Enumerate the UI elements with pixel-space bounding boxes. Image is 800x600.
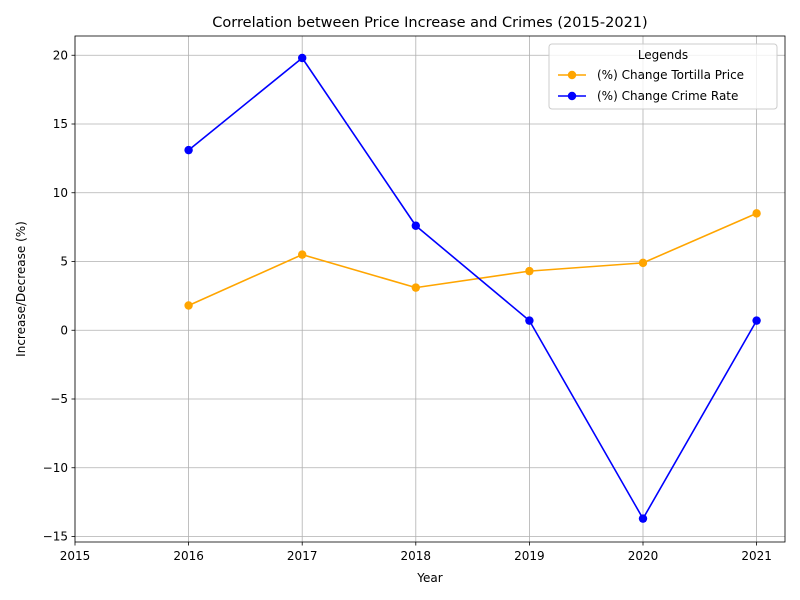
x-tick-label: 2020 — [628, 549, 659, 563]
series-line — [188, 57, 758, 520]
legend-entries: (%) Change Tortilla Price (%) Change Crim… — [558, 68, 744, 103]
series-1 — [184, 53, 761, 523]
x-tick-label: 2019 — [514, 549, 545, 563]
x-tick-label: 2016 — [173, 549, 204, 563]
legend-entry: (%) Change Crime Rate — [558, 89, 738, 103]
y-tick-label: 10 — [53, 186, 68, 200]
y-tick-label: −10 — [43, 461, 68, 475]
data-point — [752, 316, 761, 325]
legend-entry: (%) Change Tortilla Price — [558, 68, 744, 82]
data-point — [638, 258, 648, 268]
legend-title: Legends — [638, 48, 688, 62]
x-tick-label: 2018 — [401, 549, 432, 563]
y-tick-label: 15 — [53, 117, 68, 131]
legend-label: (%) Change Tortilla Price — [597, 68, 744, 82]
y-axis-title: Increase/Decrease (%) — [14, 221, 28, 357]
data-point — [411, 221, 420, 230]
data-point — [411, 283, 420, 292]
x-tick-label: 2015 — [60, 549, 91, 563]
series-0 — [184, 209, 761, 310]
x-axis-title: Year — [416, 571, 442, 585]
x-tick-label: 2021 — [741, 549, 772, 563]
legend: Legends (%) Change Tortilla Price(%) Cha… — [548, 43, 778, 110]
legend-marker — [567, 70, 577, 80]
x-tick-label: 2017 — [287, 549, 318, 563]
data-point — [752, 209, 761, 218]
plot-frame — [74, 35, 786, 543]
y-tick-label: 20 — [53, 48, 68, 62]
data-point — [184, 145, 193, 155]
series-layer — [184, 53, 761, 523]
data-point — [298, 53, 307, 63]
legend-label: (%) Change Crime Rate — [597, 89, 738, 103]
grid-lines — [74, 36, 785, 542]
x-axis-ticks: 2015 2016 2017 2018 2019 2020 2021 — [60, 542, 772, 563]
legend-marker — [567, 91, 577, 101]
y-tick-label: 5 — [60, 255, 68, 269]
chart-title: Correlation between Price Increase and C… — [212, 15, 647, 31]
data-point — [525, 316, 534, 325]
y-tick-label: −5 — [50, 392, 68, 406]
data-point — [298, 250, 307, 259]
y-tick-label: 0 — [60, 323, 68, 337]
data-point — [638, 514, 648, 523]
y-tick-label: −15 — [43, 530, 68, 544]
data-point — [525, 266, 534, 276]
y-axis-ticks: −15 −10 −5 0 5 10 15 20 — [43, 48, 75, 544]
legend-box — [548, 43, 778, 110]
data-point — [184, 301, 193, 310]
series-line — [188, 212, 757, 307]
